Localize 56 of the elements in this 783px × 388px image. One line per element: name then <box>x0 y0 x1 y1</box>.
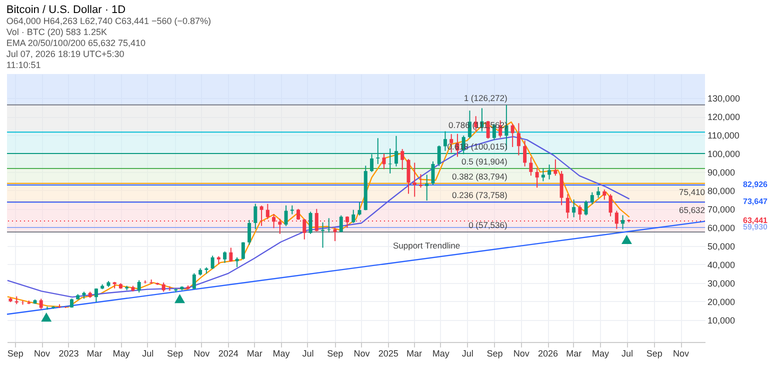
annotation: 0.382 (83,794) <box>452 171 508 182</box>
x-tick-label: Nov <box>513 348 530 358</box>
y-tick-label: 10,000 <box>708 315 736 326</box>
annotation: 65,632 <box>679 204 706 215</box>
y-tick-label: 100,000 <box>708 148 740 159</box>
x-tick-label: May <box>432 348 450 358</box>
x-tick-label: Sep <box>7 348 24 358</box>
y-tick-label: 60,000 <box>708 222 736 233</box>
x-tick-label: Nov <box>34 348 51 358</box>
x-tick-label: May <box>592 348 610 358</box>
text: Vol · BTC (20) 583 1.25K <box>6 27 107 37</box>
x-tick-label: Jul <box>302 348 314 358</box>
annotation: 75,410 <box>679 186 706 197</box>
y-tick-label: 50,000 <box>708 241 736 252</box>
y-tick-label: 90,000 <box>708 167 736 178</box>
y-tick-label: 40,000 <box>708 260 736 270</box>
y-tick-label: 130,000 <box>708 94 740 104</box>
x-tick-label: May <box>112 348 130 358</box>
x-tick-label: Sep <box>646 348 662 358</box>
x-tick-label: Mar <box>566 348 582 358</box>
x-tick-label: 2025 <box>378 348 398 358</box>
y-tick-label: 120,000 <box>708 112 740 122</box>
x-tick-label: Nov <box>194 348 210 358</box>
chart-subtitle: O64,000 H64,263 L62,740 C63,441 −560 (−0.87%) <box>6 16 212 26</box>
x-tick-label: 2024 <box>218 348 238 358</box>
annotation: Support Trendline <box>392 240 460 250</box>
annotation: 1 (126,272) <box>464 92 508 103</box>
x-tick-label: May <box>272 348 290 358</box>
x-tick-label: 2026 <box>538 348 558 358</box>
y-tick-label: 20,000 <box>708 296 736 307</box>
x-tick-label: Jul <box>621 348 633 358</box>
ref-line-label: 59,930 <box>743 222 768 232</box>
x-tick-label: Mar <box>406 348 422 358</box>
x-tick-label: Sep <box>327 348 344 358</box>
y-tick-label: 70,000 <box>708 204 736 214</box>
x-tick-label: 2023 <box>58 348 79 358</box>
annotation: 0.236 (73,758) <box>452 190 508 200</box>
ref-line-label: 82,926 <box>743 180 768 190</box>
ref-line-label: 63,441 <box>743 216 768 226</box>
x-tick-label: Nov <box>354 348 370 358</box>
ref-line-label: 73,647 <box>743 197 768 206</box>
text: Jul 07, 2026 18:19 UTC+5:30 <box>6 49 124 59</box>
chart-title: Bitcoin / U.S. Dollar · 1D <box>6 4 126 16</box>
x-tick-label: Mar <box>246 348 262 358</box>
text: 11:10:51 <box>6 60 41 70</box>
y-tick-label: 30,000 <box>708 278 736 288</box>
text: EMA 20/50/100/200 65,632 75,410 <box>6 38 146 48</box>
x-tick-label: Sep <box>166 348 184 358</box>
y-tick-label: 80,000 <box>708 186 736 196</box>
x-tick-label: Sep <box>486 348 503 358</box>
x-tick-label: Jul <box>462 348 474 358</box>
x-tick-label: Nov <box>673 348 690 358</box>
annotation: 0.5 (91,904) <box>461 156 508 166</box>
x-tick-label: Mar <box>86 348 102 358</box>
x-tick-label: Jul <box>142 348 154 358</box>
y-tick-label: 110,000 <box>708 130 740 140</box>
